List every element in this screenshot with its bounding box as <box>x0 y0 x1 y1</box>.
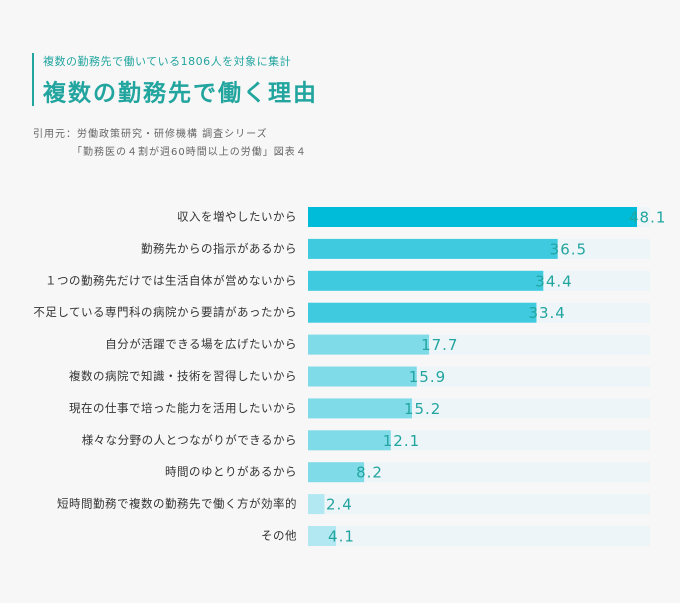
bar <box>308 238 558 259</box>
value-label: 4.1 <box>328 528 355 546</box>
bar <box>308 207 638 227</box>
bar <box>308 462 365 483</box>
bar <box>308 526 337 546</box>
category-label: その他 <box>261 529 297 543</box>
category-label: 時間のゆとりがあるから <box>165 465 297 479</box>
bar <box>308 302 537 323</box>
category-label: 複数の病院で知識・技術を習得したいから <box>69 369 297 383</box>
bar <box>308 270 544 291</box>
value-label: 8.2 <box>356 464 383 482</box>
subtitle: 複数の勤務先で働いている1806人を対象に集計 <box>43 54 291 68</box>
value-label: 15.9 <box>409 368 446 386</box>
value-label: 12.1 <box>383 432 420 450</box>
category-label: 様々な分野の人とつながりができるから <box>82 433 297 447</box>
value-label: 15.2 <box>404 400 441 418</box>
bar-track <box>308 526 650 546</box>
category-label: 短時間勤務で複数の勤務先で働く方が効率的 <box>57 497 297 511</box>
category-label: 収入を増やしたいから <box>177 210 297 224</box>
bar-track <box>308 494 650 515</box>
bar <box>308 334 430 355</box>
source-line: 引用元：労働政策研究・研修機構 調査シリーズ <box>33 127 268 140</box>
category-label: １つの勤務先だけでは生活自体が営めないから <box>45 273 297 287</box>
chart-title: 複数の勤務先で働く理由 <box>43 80 318 107</box>
category-label: 自分が活躍できる場を広げたいから <box>105 337 297 351</box>
value-label: 34.4 <box>535 272 572 290</box>
value-label: 2.4 <box>326 496 353 514</box>
bar <box>308 494 325 515</box>
category-label: 現在の仕事で培った能力を活用したいから <box>69 401 297 415</box>
bar <box>308 398 412 419</box>
bar <box>308 430 391 451</box>
value-label: 33.4 <box>528 304 565 322</box>
source-line: 「勤務医の４割が週60時間以上の労働」図表４ <box>72 145 307 158</box>
bar-track <box>308 462 650 483</box>
category-label: 不足している専門科の病院から要請があったから <box>33 305 297 319</box>
value-label: 17.7 <box>421 336 458 354</box>
bar-track <box>308 430 650 451</box>
bar <box>308 366 417 387</box>
value-label: 36.5 <box>550 240 587 258</box>
category-label: 勤務先からの指示があるから <box>141 241 297 255</box>
value-label: 48.1 <box>629 209 666 227</box>
